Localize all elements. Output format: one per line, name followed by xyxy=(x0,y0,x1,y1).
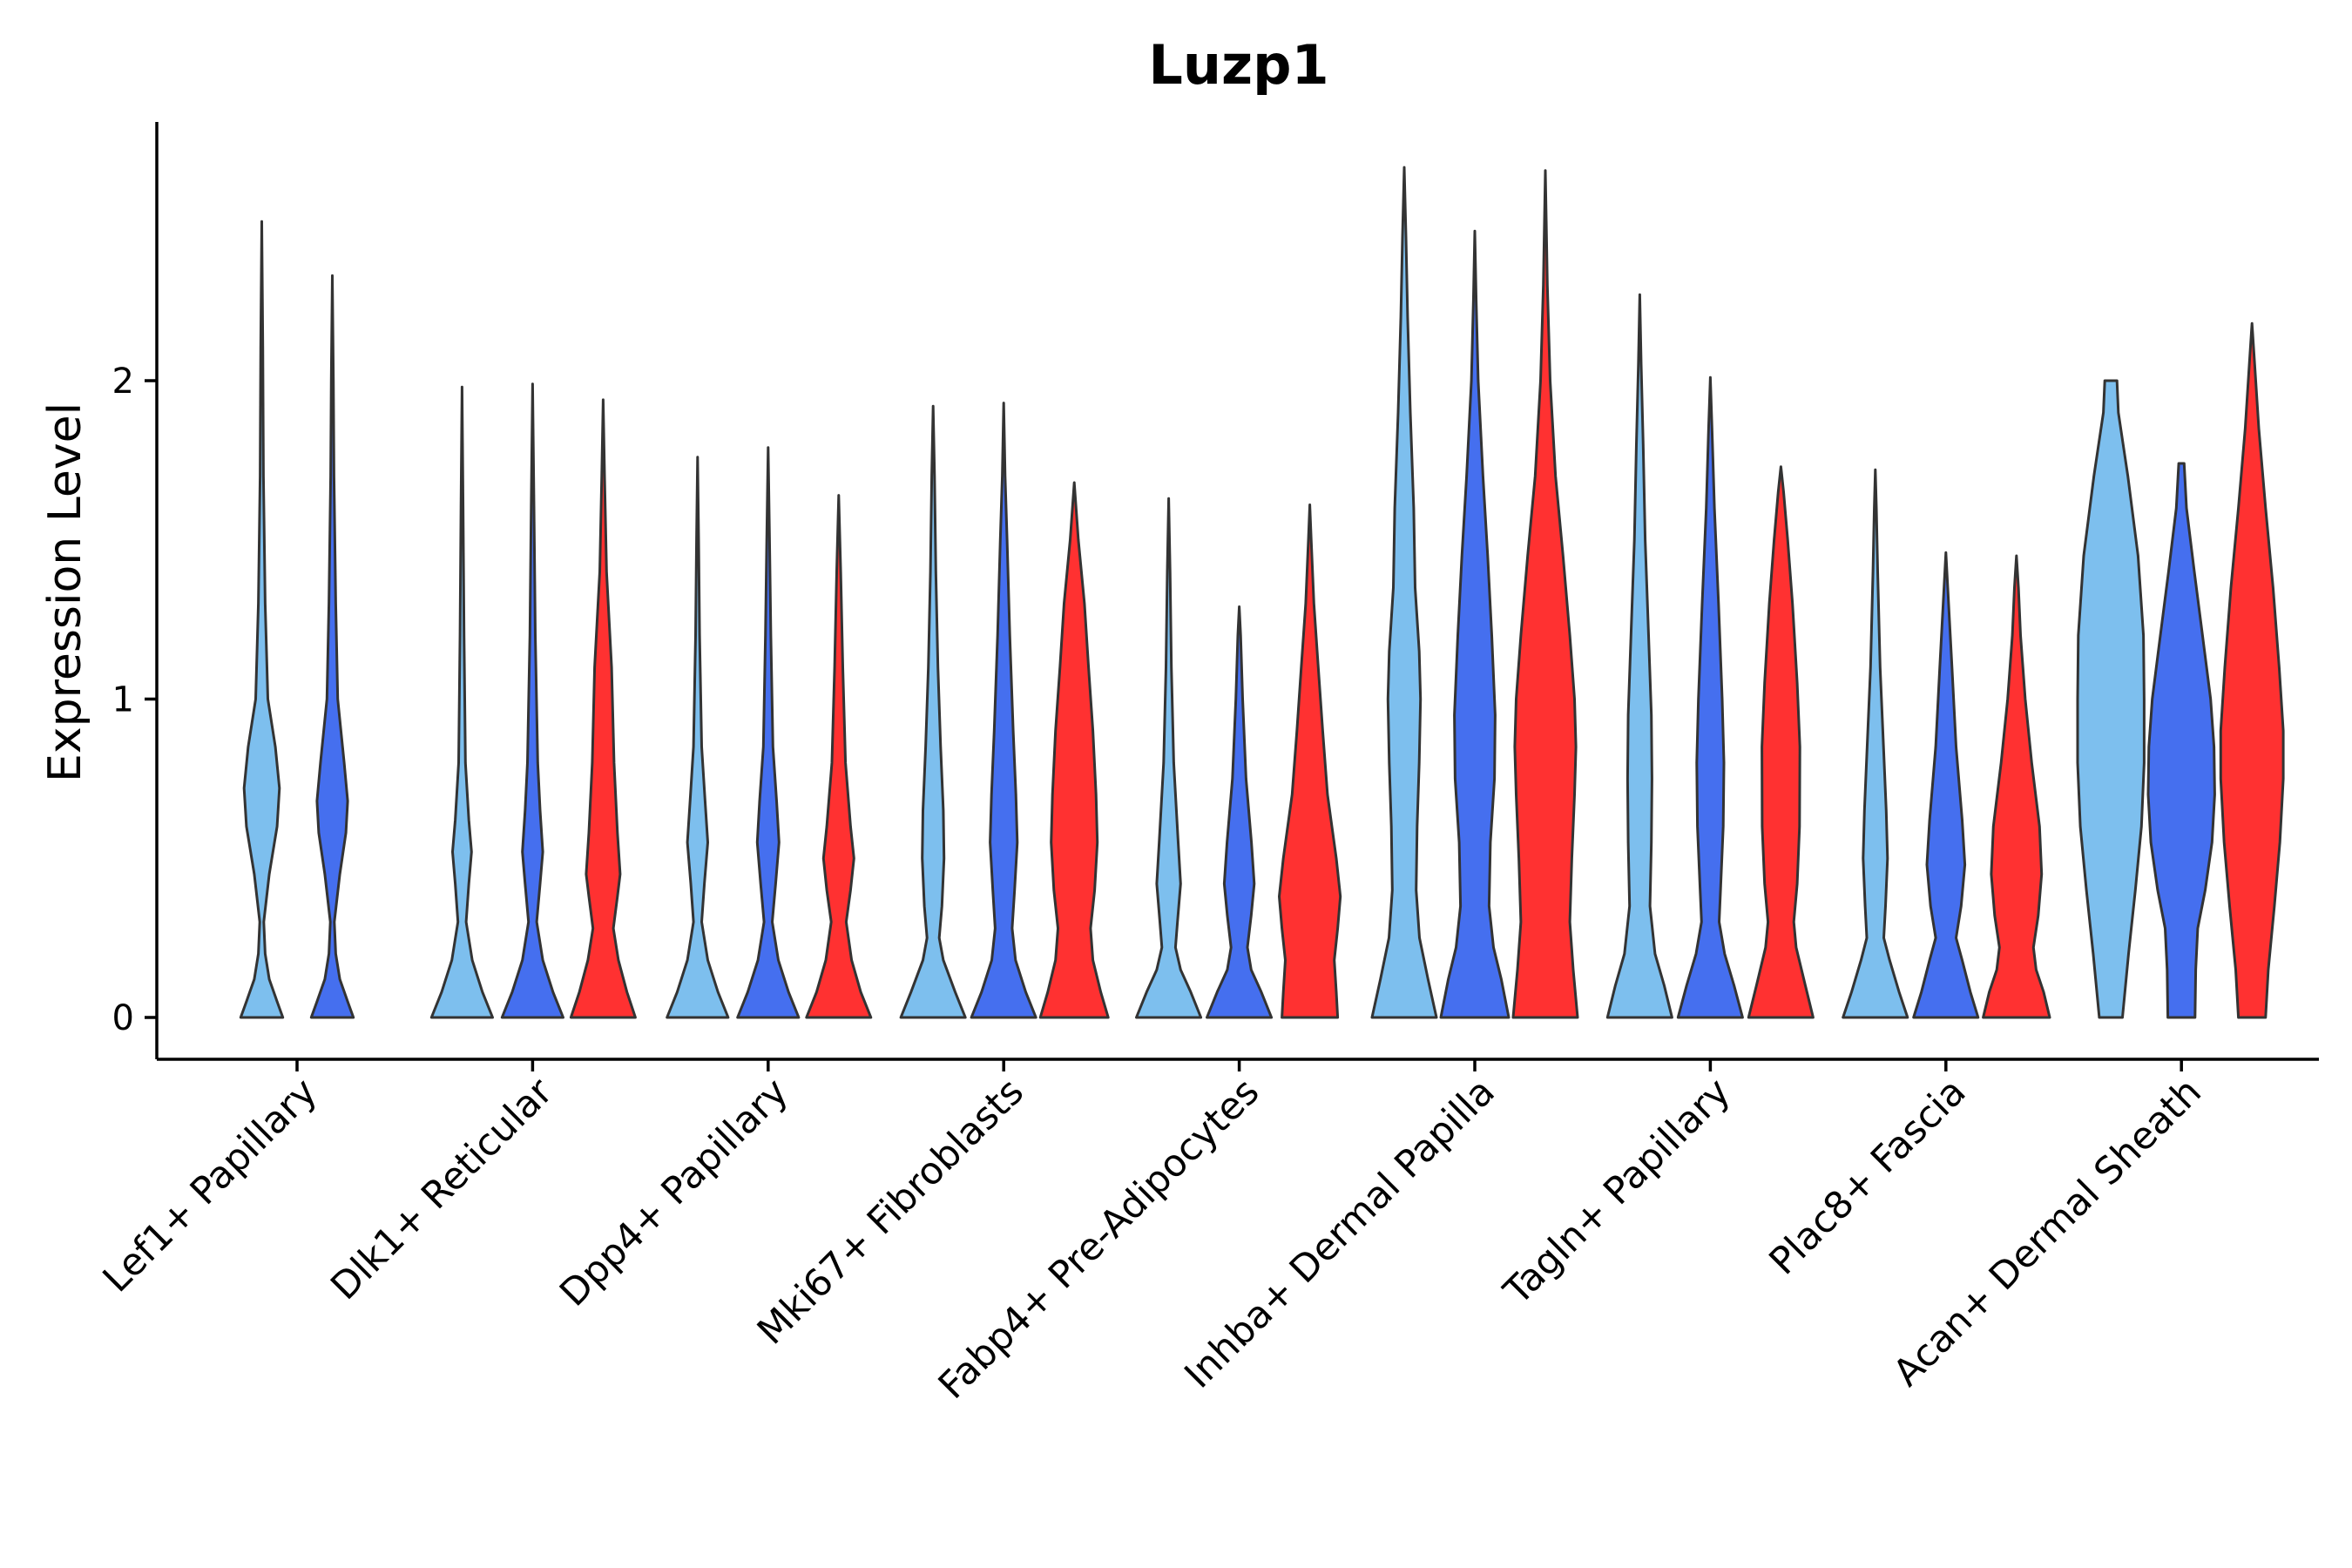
y-tick-label: 1 xyxy=(112,680,134,720)
violin-layer xyxy=(239,166,2285,1019)
violin-dpp4-papillary-3 xyxy=(805,494,873,1019)
violin-plac8-fascia-1 xyxy=(1842,468,1909,1019)
violin-inhba-dermal-papilla-2 xyxy=(1439,229,1511,1019)
violin-mki67-fibroblasts-2 xyxy=(970,402,1037,1019)
x-tick-label: Lef1+ Papillary xyxy=(95,1070,326,1301)
violin-mki67-fibroblasts-1 xyxy=(899,404,967,1019)
violin-dpp4-papillary-1 xyxy=(666,456,730,1019)
y-axis-ticks: 0 1 2 xyxy=(112,362,157,1038)
y-axis-label: Expression Level xyxy=(39,402,91,782)
violin-acan-dermal-sheath-1 xyxy=(2076,379,2146,1019)
violin-inhba-dermal-papilla-3 xyxy=(1511,169,1579,1019)
x-tick-label: Tagln+ Papillary xyxy=(1495,1070,1739,1314)
violin-acan-dermal-sheath-3 xyxy=(2219,321,2285,1019)
x-tick-label: Mki67+ Fibroblasts xyxy=(749,1070,1032,1353)
y-tick-label: 0 xyxy=(112,998,134,1038)
violin-lef1-papillary-2 xyxy=(309,274,355,1019)
violin-acan-dermal-sheath-2 xyxy=(2146,462,2216,1019)
violin-tagln-papillary-3 xyxy=(1747,465,1815,1019)
violin-plac8-fascia-2 xyxy=(1912,551,1980,1019)
y-tick-label: 2 xyxy=(112,362,134,402)
violin-plac8-fascia-3 xyxy=(1982,554,2051,1019)
violin-fabp4-pre-adipocytes-1 xyxy=(1135,497,1203,1019)
violin-mki67-fibroblasts-3 xyxy=(1038,481,1110,1019)
violin-dlk1-reticular-1 xyxy=(429,385,494,1019)
violin-dpp4-papillary-2 xyxy=(736,446,801,1019)
violin-fabp4-pre-adipocytes-2 xyxy=(1206,605,1274,1019)
violin-tagln-papillary-2 xyxy=(1676,375,1744,1019)
violin-dlk1-reticular-2 xyxy=(500,382,564,1019)
x-tick-label: Dlk1+ Reticular xyxy=(322,1070,561,1308)
violin-fabp4-pre-adipocytes-3 xyxy=(1278,504,1342,1019)
violin-tagln-papillary-1 xyxy=(1605,293,1673,1019)
violin-inhba-dermal-papilla-1 xyxy=(1370,166,1438,1019)
chart-title: Luzp1 xyxy=(1148,33,1328,97)
violin-lef1-papillary-1 xyxy=(239,220,285,1019)
x-tick-label: Dpp4+ Papillary xyxy=(551,1070,796,1315)
x-tick-label: Plac8+ Fascia xyxy=(1761,1070,1975,1283)
violin-dlk1-reticular-3 xyxy=(569,398,637,1019)
